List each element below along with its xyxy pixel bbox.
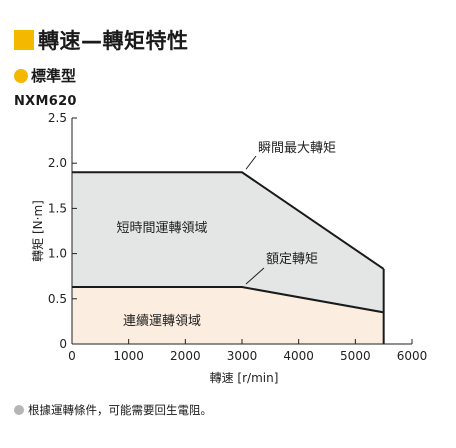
y-tick-label: 0 — [59, 337, 67, 351]
page-title: 轉速—轉矩特性 — [38, 29, 189, 53]
footnote: 根據運轉條件，可能需要回生電阻。 — [14, 402, 212, 418]
bullet-icon — [14, 405, 24, 415]
y-tick-label: 1.0 — [48, 247, 67, 261]
x-tick-label: 4000 — [283, 349, 314, 363]
section-title: 標準型 — [31, 67, 77, 85]
annotation-max-torque: 瞬間最大轉矩 — [258, 141, 336, 156]
y-axis-label: 轉矩 [N·m] — [31, 200, 45, 262]
y-tick-label: 0.5 — [48, 292, 67, 306]
region-label-continuous: 連續運轉領域 — [123, 313, 201, 329]
series-line-rated-torque — [72, 286, 384, 314]
x-tick-label: 6000 — [397, 349, 428, 363]
circle-marker-icon — [14, 68, 28, 83]
x-tick-label: 5000 — [340, 349, 371, 363]
title-bar: 轉速—轉矩特性 — [14, 26, 189, 54]
x-tick-label: 3000 — [227, 349, 258, 363]
leader-line-rated-torque — [245, 267, 265, 285]
x-tick-label: 0 — [68, 349, 76, 363]
annotation-rated-torque: 額定轉矩 — [266, 252, 318, 267]
x-tick-label: 2000 — [170, 349, 201, 363]
region-label-short-time: 短時間運轉領域 — [116, 220, 207, 236]
y-tick-label: 2.0 — [48, 156, 67, 170]
x-axis-label: 轉速 [r/min] — [210, 371, 279, 385]
leader-line-max-torque — [245, 155, 257, 170]
footnote-text: 根據運轉條件，可能需要回生電阻。 — [28, 403, 212, 417]
subheader: 標準型 — [14, 65, 76, 86]
y-tick-label: 2.5 — [48, 111, 67, 125]
square-marker-icon — [14, 30, 34, 50]
x-tick-label: 1000 — [113, 349, 144, 363]
model-name: NXM620 — [14, 94, 77, 109]
continuous-region — [72, 287, 384, 344]
series-line-max-torque — [72, 171, 385, 270]
y-tick-label: 1.5 — [48, 201, 67, 215]
